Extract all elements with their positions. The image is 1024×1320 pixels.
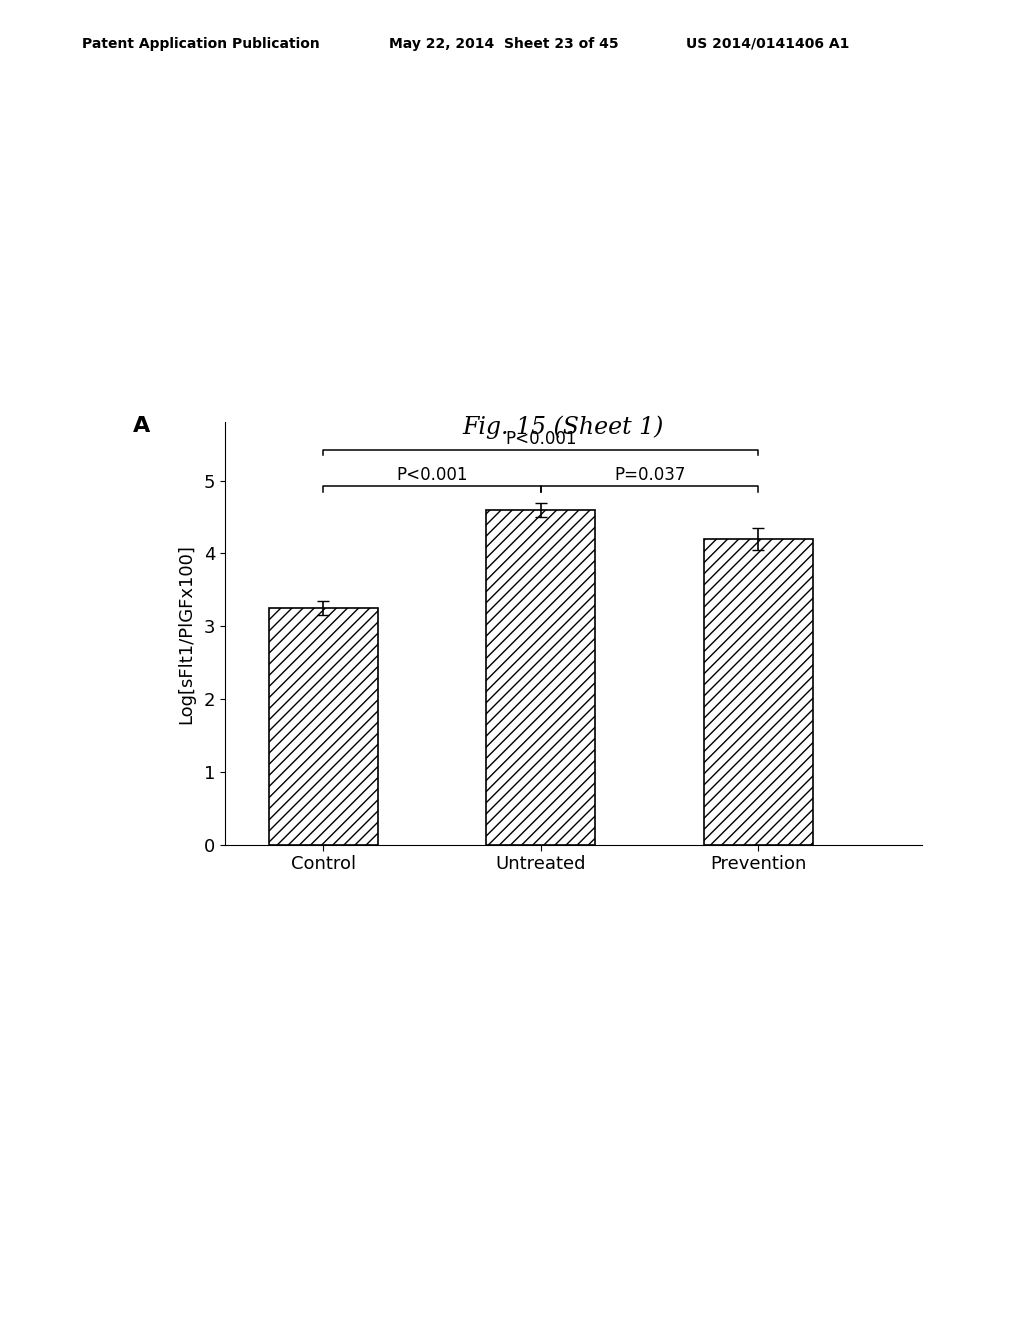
Text: Patent Application Publication: Patent Application Publication [82,37,319,51]
Text: A: A [133,416,151,436]
Bar [705,539,813,845]
Text: US 2014/0141406 A1: US 2014/0141406 A1 [686,37,850,51]
Text: Fig. 15 (Sheet 1): Fig. 15 (Sheet 1) [463,416,664,440]
Text: P<0.001: P<0.001 [505,430,577,447]
Text: P<0.001: P<0.001 [396,466,468,484]
Text: May 22, 2014  Sheet 23 of 45: May 22, 2014 Sheet 23 of 45 [389,37,618,51]
Text: P=0.037: P=0.037 [614,466,685,484]
Y-axis label: Log[sFlt1/PlGFx100]: Log[sFlt1/PlGFx100] [178,544,196,723]
Bar [268,609,378,845]
Bar [486,510,595,845]
